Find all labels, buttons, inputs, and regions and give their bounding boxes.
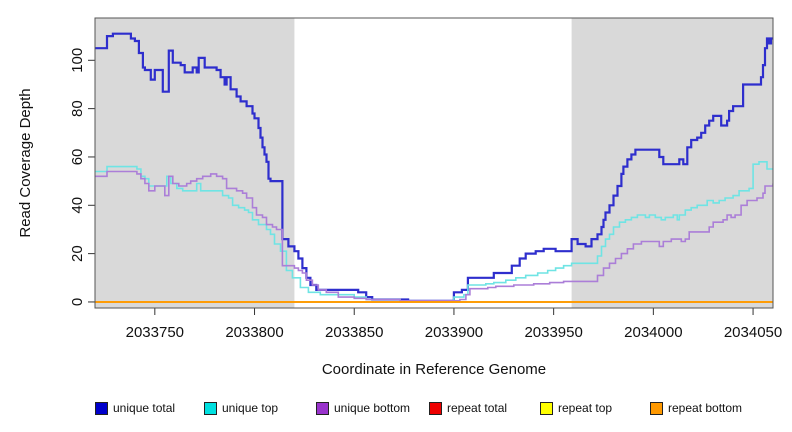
legend-item-repeat-total: repeat total (429, 399, 507, 417)
y-tick-label: 0 (69, 298, 86, 306)
legend-item-repeat-top: repeat top (540, 399, 612, 417)
plot-frame (94, 17, 774, 309)
y-tick-label: 40 (69, 197, 86, 214)
legend-item-unique-top: unique top (204, 399, 278, 417)
legend-label: unique total (113, 401, 176, 415)
legend-label: unique top (222, 401, 279, 415)
x-tick-label: 2033950 (524, 324, 582, 341)
y-tick-label: 60 (69, 149, 86, 166)
legend-swatch-repeat-top (540, 401, 553, 415)
legend-swatch-unique-top (204, 401, 217, 415)
legend-swatch-repeat-total (429, 401, 442, 415)
legend-item-unique-total: unique total (95, 399, 175, 417)
legend-label: unique bottom (334, 401, 411, 415)
y-tick-label: 20 (69, 245, 86, 262)
shaded-repeat-region (571, 18, 773, 308)
legend-label: repeat top (558, 401, 613, 415)
legend-item-repeat-bottom: repeat bottom (650, 399, 742, 417)
legend: unique total unique top unique bottom repea… (0, 399, 792, 421)
x-tick-label: 2034050 (724, 324, 782, 341)
legend-item-unique-bottom: unique bottom (316, 399, 410, 417)
legend-swatch-repeat-bottom (650, 401, 663, 415)
series-unique-bottom (95, 170, 773, 302)
legend-label: repeat bottom (668, 401, 743, 415)
x-tick-label: 2033750 (126, 324, 184, 341)
legend-swatch-unique-total (95, 401, 108, 415)
series-unique-top (95, 161, 773, 302)
legend-swatch-unique-bottom (316, 401, 329, 415)
series-unique-total (95, 32, 773, 302)
legend-label: repeat total (447, 401, 508, 415)
x-tick-label: 2033800 (225, 324, 283, 341)
x-axis-title: Coordinate in Reference Genome (321, 361, 547, 378)
y-tick-label: 80 (69, 100, 86, 117)
x-tick-label: 2034000 (624, 324, 682, 341)
y-tick-label: 100 (69, 48, 86, 73)
x-tick-label: 2033850 (325, 324, 383, 341)
x-tick-label: 2033900 (425, 324, 483, 341)
shaded-repeat-region (95, 18, 295, 308)
y-axis-title: Read Coverage Depth (17, 88, 34, 238)
